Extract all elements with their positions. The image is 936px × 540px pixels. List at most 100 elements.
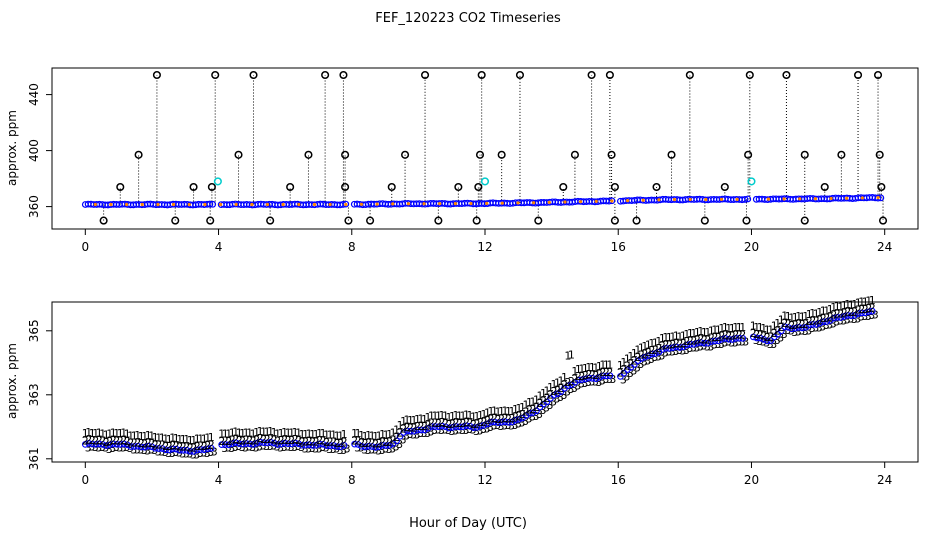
- series-point-3: 3: [305, 442, 312, 455]
- series-point-1: 1: [183, 433, 190, 446]
- flag-point: [213, 177, 222, 186]
- series-point-1: 1: [222, 427, 229, 440]
- series-point-o: [225, 441, 233, 449]
- series-point-2: 2: [365, 436, 372, 449]
- series-point-o: [858, 309, 866, 317]
- series-point-2: 2: [634, 351, 641, 364]
- sample-point: [741, 196, 749, 203]
- series-point-2: 2: [467, 416, 474, 429]
- series-point-3: 3: [414, 428, 421, 441]
- series-point-2: 2: [823, 312, 830, 325]
- series-point-o: [697, 339, 705, 346]
- series-point-o: [396, 432, 404, 440]
- spike-point: [454, 182, 463, 192]
- bottom-y-axis-label: approx. ppm: [5, 343, 19, 419]
- series-point-1: 1: [330, 428, 337, 441]
- series-point-2: 2: [662, 338, 669, 351]
- series-point-o: [753, 334, 761, 342]
- top-x-tick-label: 8: [348, 240, 356, 254]
- series-point-2: 2: [708, 332, 715, 345]
- series-point-2: 2: [725, 329, 732, 342]
- series-point-3: 3: [711, 339, 718, 352]
- series-point-3: 3: [302, 442, 309, 455]
- series-point-1: 1: [194, 433, 201, 446]
- series-point-o: [505, 418, 512, 426]
- series-point-o: [99, 441, 107, 448]
- trace-point: [782, 197, 786, 201]
- series-point-2: 2: [155, 439, 162, 452]
- trace-point: [578, 200, 583, 204]
- series-point-1: 1: [124, 428, 131, 441]
- series-point-o: [487, 418, 495, 426]
- series-point-1: 1: [764, 324, 771, 337]
- series-point-2: 2: [830, 308, 837, 321]
- series-point-2: 2: [795, 318, 802, 331]
- series-point-o: [760, 336, 768, 343]
- series-point-1: 1: [141, 430, 148, 443]
- series-point-2: 2: [260, 433, 267, 446]
- series-point-3: 3: [763, 337, 770, 350]
- spike-point: [286, 182, 295, 192]
- series-point-2: 2: [250, 435, 257, 448]
- series-point-o: [431, 423, 439, 430]
- top-x-axis: 0 4 8 12 16 20 24: [81, 228, 892, 254]
- series-point-1: 1: [697, 325, 704, 338]
- trace-point: [391, 202, 395, 206]
- spike-point: [605, 70, 614, 80]
- series-point-2: 2: [309, 436, 316, 449]
- spike-point: [401, 150, 410, 159]
- series-point-2: 2: [501, 412, 508, 425]
- bottom-y-tick-label: 365: [27, 319, 41, 342]
- series-point-1: 1: [508, 405, 515, 418]
- series-point-1: 1: [617, 359, 624, 372]
- series-point-1: 1: [666, 331, 673, 344]
- series-point-o: [340, 441, 348, 449]
- series-point-1: 1: [547, 381, 554, 394]
- series-point-1: 1: [355, 427, 362, 440]
- series-point-2: 2: [120, 434, 127, 447]
- series-point-1: 1: [512, 403, 519, 416]
- series-point-1: 1: [757, 321, 764, 334]
- series-point-1: 1: [187, 434, 194, 447]
- spike-point: [667, 150, 676, 159]
- series-point-2: 2: [414, 420, 421, 433]
- series-point-2: 2: [404, 421, 411, 434]
- series-point-1: 1: [841, 299, 848, 312]
- series-point-2: 2: [694, 333, 701, 346]
- series-point-o: [274, 441, 282, 448]
- series-point-o: [666, 345, 673, 352]
- series-point-2: 2: [208, 438, 215, 451]
- series-point-o: [557, 388, 565, 396]
- spike-point: [610, 182, 619, 192]
- series-point-3: 3: [459, 424, 466, 437]
- series-point-o: [193, 446, 201, 454]
- series-point-1: 1: [809, 307, 816, 320]
- series-point-2: 2: [176, 440, 183, 453]
- series-point-2: 2: [159, 439, 166, 452]
- series-point-1: 1: [785, 310, 792, 323]
- series-point-o: [207, 444, 215, 452]
- bottom-x-tick-label: 16: [611, 473, 626, 487]
- series-point-1: 1: [351, 427, 358, 440]
- series-point-1: 1: [529, 395, 536, 408]
- series-point-3: 3: [106, 443, 113, 456]
- spike-point: [853, 70, 863, 80]
- series-point-2: 2: [774, 324, 781, 337]
- series-point-3: 3: [92, 441, 99, 454]
- series-point-1: 1: [113, 427, 120, 440]
- trace-point: [641, 198, 645, 202]
- spike-point: [877, 182, 886, 192]
- series-point-o: [480, 421, 488, 429]
- series-point-1: 1: [85, 426, 92, 439]
- series-point-o: [704, 339, 712, 347]
- trace-point: [610, 199, 614, 203]
- series-point-1: 1: [690, 327, 697, 340]
- series-point-1: 1: [89, 427, 96, 440]
- spike-point: [820, 182, 829, 192]
- series-point-o: [176, 446, 184, 454]
- series-point-o: [95, 440, 103, 448]
- series-point-1: 1: [449, 410, 456, 423]
- series-point-o: [582, 375, 589, 383]
- series-point-1: 1: [715, 324, 722, 337]
- series-point-o: [120, 440, 128, 448]
